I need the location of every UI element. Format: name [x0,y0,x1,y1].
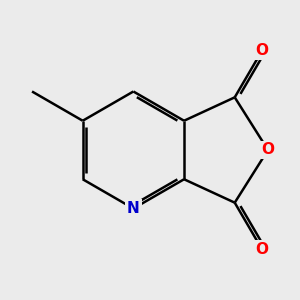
Text: O: O [262,142,275,158]
Text: O: O [256,242,268,257]
Text: O: O [256,43,268,58]
Text: N: N [127,201,140,216]
